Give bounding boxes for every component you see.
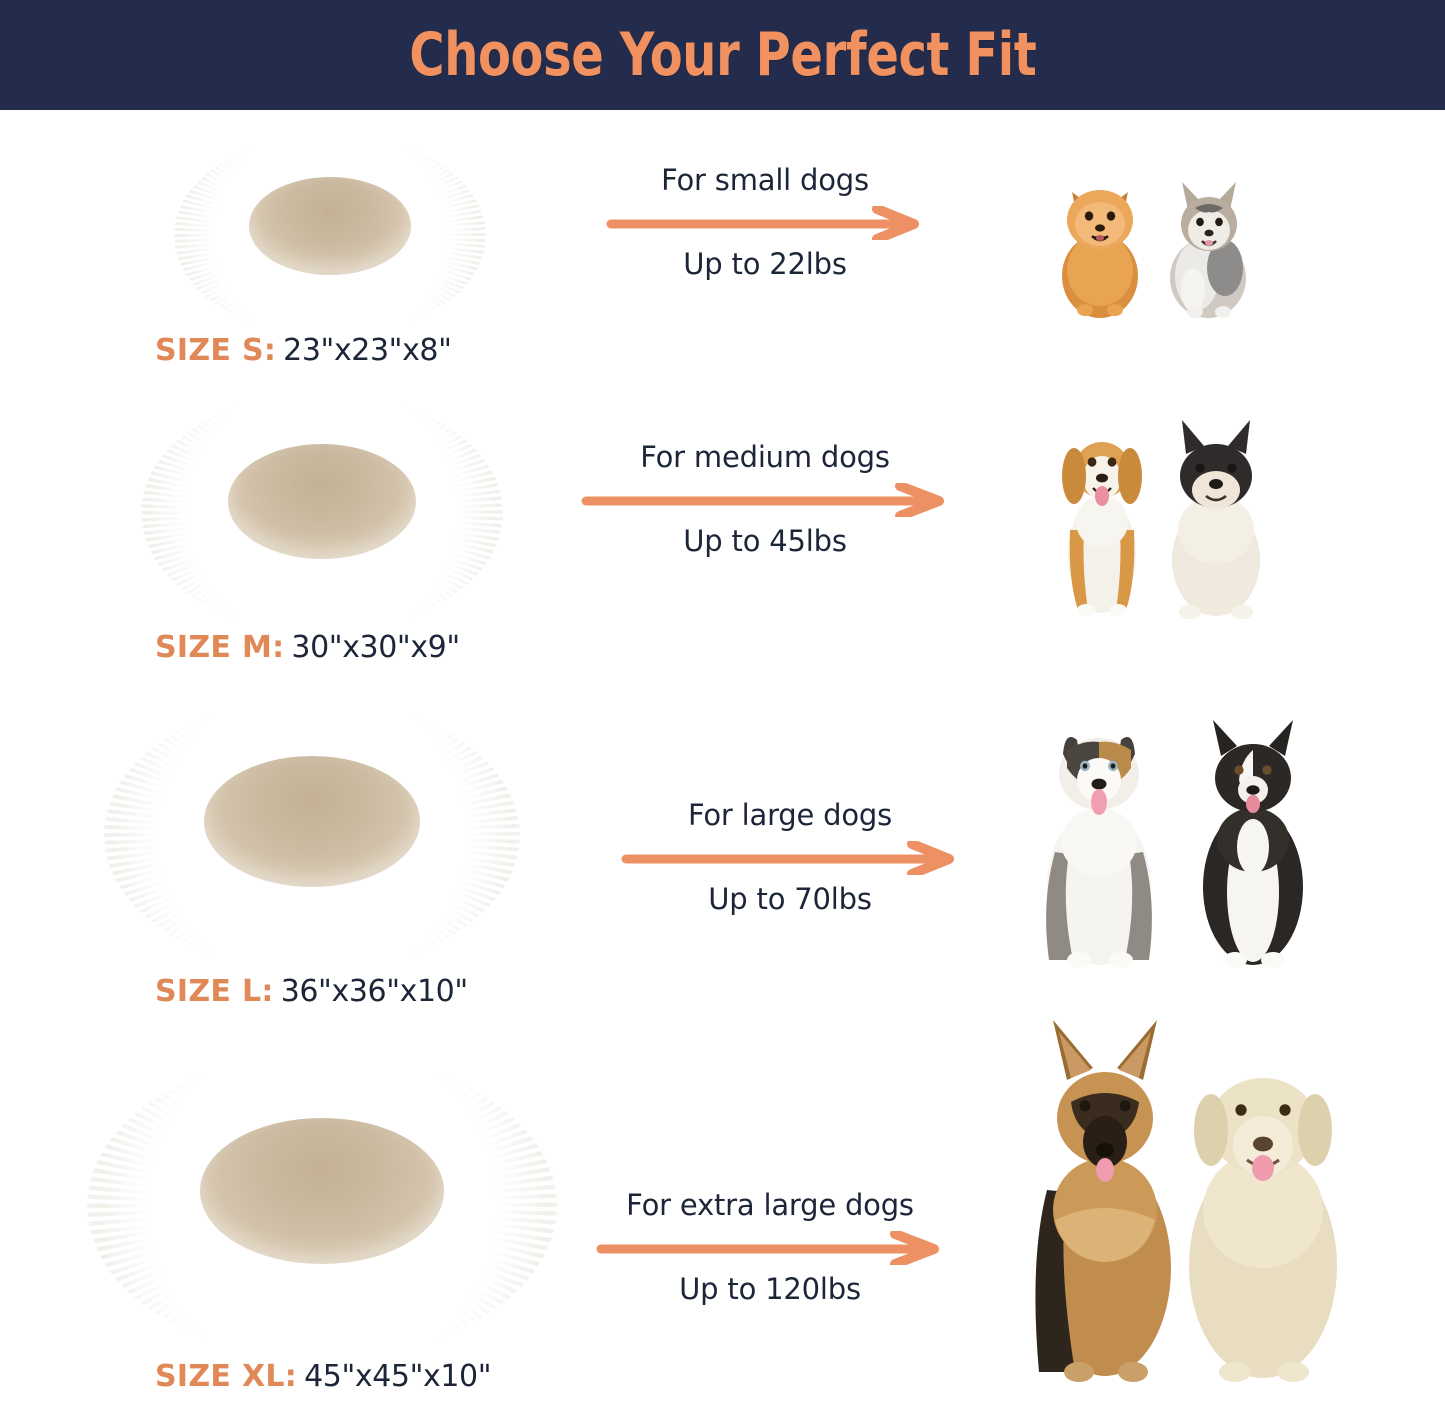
right-arrow-icon-small bbox=[606, 205, 919, 240]
size-dimensions-extra-large: 45"x45"x10" bbox=[304, 1359, 492, 1394]
arrow-cell-medium: For medium dogs Up to 45lbs bbox=[575, 440, 955, 558]
dog-french-bulldog bbox=[1172, 420, 1260, 619]
bed-cell-small: SIZE S: 23"x23"x8" bbox=[0, 110, 560, 400]
right-arrow-icon-medium bbox=[581, 482, 944, 517]
dog-bed-icon-small bbox=[174, 134, 486, 337]
arrow-cell-small: For small dogs Up to 22lbs bbox=[595, 163, 935, 281]
right-arrow-icon-extra-large bbox=[596, 1230, 939, 1265]
audience-label-large: For large dogs bbox=[687, 798, 893, 832]
dog-beagle bbox=[1062, 442, 1142, 616]
dog-german-shepherd bbox=[1035, 1020, 1171, 1382]
right-arrow-icon-large bbox=[621, 840, 954, 875]
dog-photos-small bbox=[1062, 182, 1246, 318]
dogs-cell-large bbox=[1015, 702, 1355, 977]
dog-bed-icon-medium bbox=[141, 393, 503, 633]
size-key-medium: SIZE M: bbox=[155, 630, 285, 665]
dog-photos-large bbox=[1046, 720, 1303, 968]
arrow-cell-extra-large: For extra large dogs Up to 120lbs bbox=[565, 1188, 975, 1306]
dog-yorkshire-terrier bbox=[1170, 182, 1246, 318]
arrow-cell-large: For large dogs Up to 70lbs bbox=[610, 798, 970, 916]
dog-bed-icon-large bbox=[104, 698, 520, 972]
size-key-extra-large: SIZE XL: bbox=[155, 1359, 298, 1394]
size-key-large: SIZE L: bbox=[155, 974, 274, 1009]
size-label-extra-large: SIZE XL: 45"x45"x10" bbox=[155, 1359, 492, 1394]
bed-inner-cavity bbox=[204, 756, 420, 888]
dog-photos-medium bbox=[1062, 420, 1260, 619]
bed-cell-large: SIZE L: 36"x36"x10" bbox=[0, 690, 560, 1030]
size-label-small: SIZE S: 23"x23"x8" bbox=[155, 336, 452, 366]
dog-bed-icon-extra-large bbox=[86, 1054, 558, 1358]
size-row-extra-large: SIZE XL: 45"x45"x10" For extra large dogs… bbox=[0, 1010, 1445, 1407]
size-label-large: SIZE L: 36"x36"x10" bbox=[155, 977, 468, 1007]
size-row-small: SIZE S: 23"x23"x8" For small dogs Up to 2… bbox=[0, 110, 1445, 400]
size-label-medium: SIZE M: 30"x30"x9" bbox=[155, 633, 460, 663]
dog-golden-retriever bbox=[1189, 1078, 1337, 1382]
size-row-medium: SIZE M: 30"x30"x9" For medium dogs Up to … bbox=[0, 380, 1445, 690]
dog-photos-extra-large bbox=[1035, 1020, 1337, 1382]
dogs-cell-small bbox=[1045, 158, 1275, 323]
audience-label-small: For small dogs bbox=[661, 163, 869, 197]
size-key-small: SIZE S: bbox=[155, 333, 277, 368]
dogs-cell-medium bbox=[1040, 410, 1290, 625]
weight-label-medium: Up to 45lbs bbox=[683, 523, 847, 558]
weight-label-extra-large: Up to 120lbs bbox=[679, 1271, 861, 1306]
page-title: Choose Your Perfect Fit bbox=[408, 20, 1036, 90]
size-row-large: SIZE L: 36"x36"x10" For large dogs Up to … bbox=[0, 690, 1445, 1030]
bed-inner-cavity bbox=[199, 1118, 445, 1265]
audience-label-extra-large: For extra large dogs bbox=[626, 1188, 914, 1222]
weight-label-small: Up to 22lbs bbox=[683, 246, 847, 281]
bed-cell-extra-large: SIZE XL: 45"x45"x10" bbox=[0, 1010, 560, 1407]
dog-australian-shepherd bbox=[1046, 737, 1152, 968]
dogs-cell-extra-large bbox=[995, 1010, 1385, 1400]
weight-label-large: Up to 70lbs bbox=[708, 881, 872, 916]
page-header: Choose Your Perfect Fit bbox=[0, 0, 1445, 110]
bed-inner-cavity bbox=[228, 444, 416, 559]
size-dimensions-large: 36"x36"x10" bbox=[280, 974, 468, 1009]
audience-label-medium: For medium dogs bbox=[640, 440, 890, 474]
dog-pomeranian bbox=[1062, 190, 1138, 318]
bed-cell-medium: SIZE M: 30"x30"x9" bbox=[0, 380, 560, 690]
dog-border-collie bbox=[1203, 720, 1303, 968]
size-dimensions-medium: 30"x30"x9" bbox=[291, 630, 460, 665]
size-dimensions-small: 23"x23"x8" bbox=[283, 333, 452, 368]
bed-inner-cavity bbox=[249, 177, 411, 275]
